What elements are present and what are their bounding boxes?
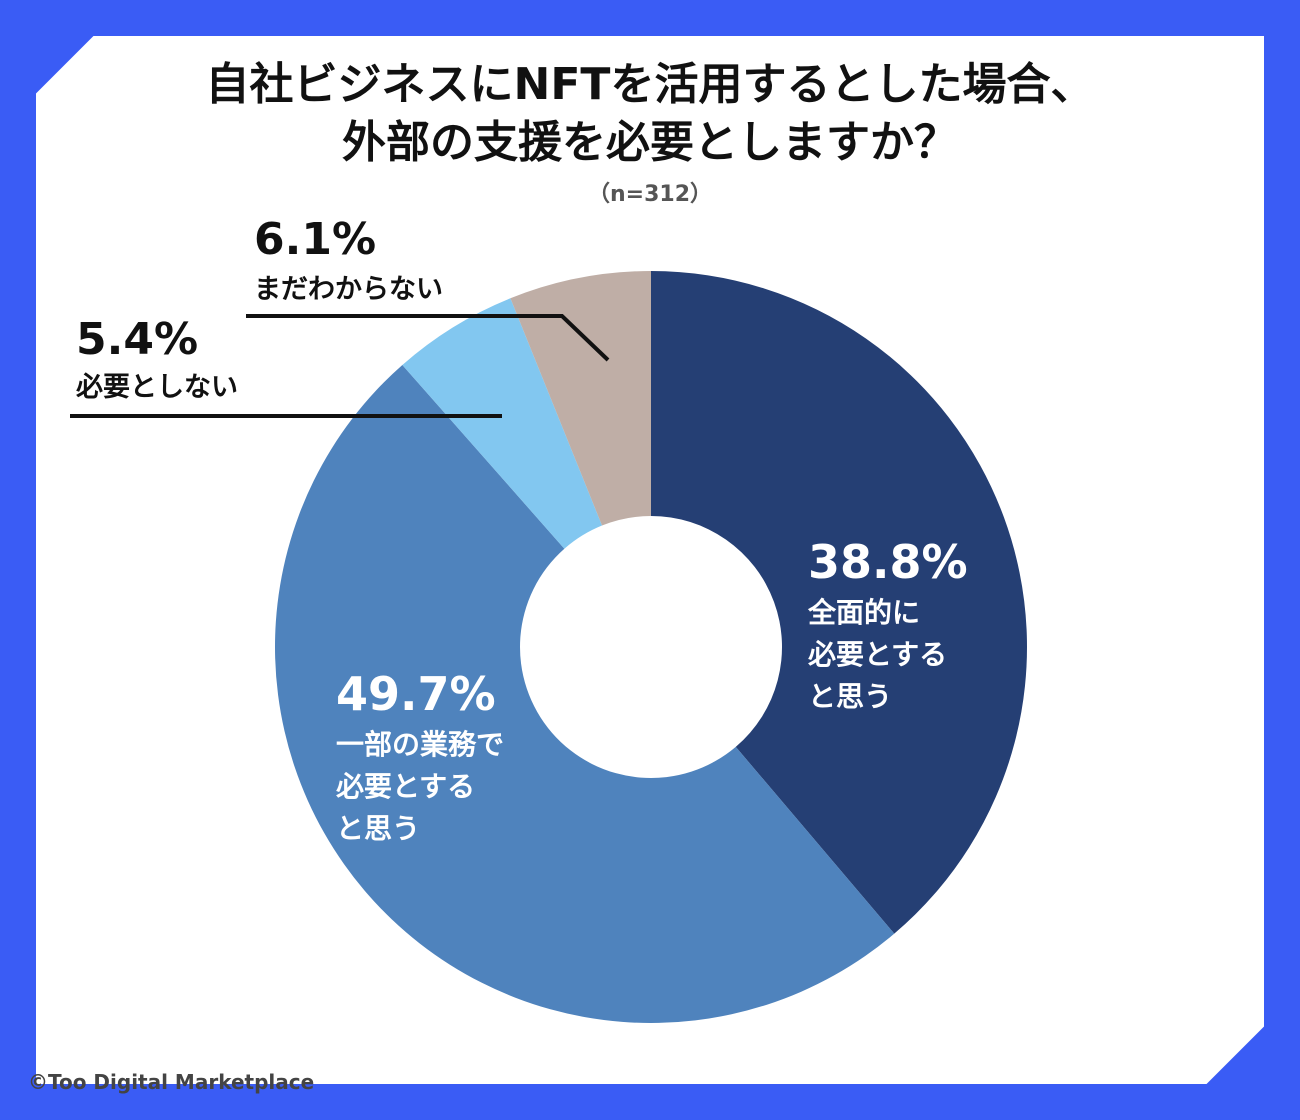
category-label-undecided-1: まだわからない: [254, 274, 443, 305]
chart-title-line-1: 自社ビジネスにNFTを活用するとした場合、: [205, 59, 1095, 110]
copyright-credit: ©Too Digital Marketplace: [28, 1070, 315, 1094]
slice-undecided: [510, 271, 651, 526]
category-label-partially-needed-1: 一部の業務で: [336, 728, 504, 761]
sample-size: （n=312）: [587, 182, 713, 207]
leader-line-undecided: [246, 314, 610, 362]
category-label-fully-needed-3: と思う: [808, 680, 892, 713]
chart-title-line-2: 外部の支援を必要としますか？: [342, 117, 958, 168]
pct-label-partially-needed: 49.7%: [336, 667, 496, 721]
slice-fully-needed: [651, 271, 1027, 934]
category-label-fully-needed-1: 全面的に: [807, 596, 920, 629]
slice-partially-needed: [274, 364, 895, 1024]
slice-not-needed: [402, 298, 603, 549]
category-label-partially-needed-3: と思う: [336, 812, 420, 845]
category-label-not-needed-1: 必要としない: [76, 372, 238, 403]
pct-label-undecided: 6.1%: [254, 214, 376, 265]
category-label-partially-needed-2: 必要とする: [336, 770, 475, 803]
pct-label-not-needed: 5.4%: [76, 314, 198, 365]
pct-label-fully-needed: 38.8%: [808, 535, 968, 589]
category-label-fully-needed-2: 必要とする: [808, 638, 947, 671]
